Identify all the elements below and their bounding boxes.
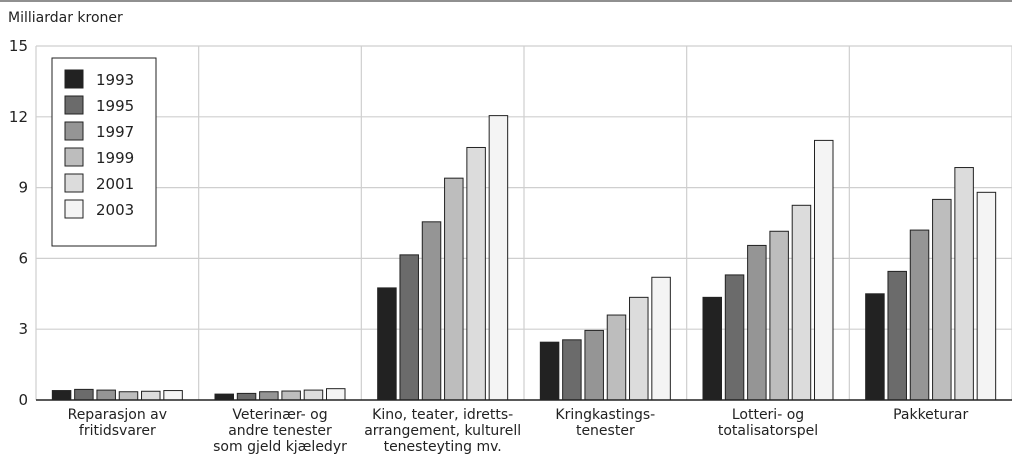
bar: [887, 270, 907, 401]
y-tick-label: 3: [18, 320, 28, 338]
category-label: som gjeld kjæledyr: [213, 439, 347, 455]
legend-swatch: [64, 147, 84, 167]
legend-label: 1995: [96, 97, 134, 115]
category-label: Lotteri- og: [732, 407, 804, 423]
bar: [326, 388, 346, 401]
bar: [444, 177, 464, 401]
bar: [651, 276, 671, 401]
bar: [74, 388, 94, 401]
bar: [118, 391, 139, 401]
category-label: tenesteyting mv.: [384, 439, 502, 455]
category-label: Kringkastings-: [555, 407, 655, 423]
category-label: fritidsvarer: [79, 423, 156, 439]
bar: [562, 339, 582, 401]
legend-label: 1997: [96, 123, 134, 141]
bar: [163, 390, 183, 401]
legend-label: 2003: [96, 201, 134, 219]
y-axis-label: Milliardar kroner: [8, 10, 123, 26]
category-label: Reparasjon av: [68, 407, 167, 423]
bar: [214, 393, 234, 401]
legend-swatch: [64, 121, 84, 141]
bar: [281, 390, 301, 401]
legend-swatch: [64, 69, 84, 89]
bar: [976, 191, 997, 401]
bar: [606, 314, 627, 401]
legend-swatch: [64, 95, 84, 115]
y-tick-label: 9: [18, 179, 28, 197]
bar: [702, 296, 722, 401]
bar: [865, 293, 885, 401]
bar: [399, 254, 419, 401]
bar: [303, 389, 324, 401]
bar: [747, 244, 767, 401]
category-label: andre tenester: [228, 423, 332, 439]
category-label: Kino, teater, idretts-: [372, 407, 513, 423]
bar: [539, 341, 560, 401]
legend-swatch: [64, 173, 84, 193]
legend: 1993 1995 1997 1999 2001 2003: [51, 57, 157, 247]
bar: [421, 221, 442, 401]
category-label: totalisatorspel: [718, 423, 818, 439]
y-tick-label: 6: [18, 249, 28, 267]
legend-swatch: [64, 199, 84, 219]
bar: [466, 146, 486, 401]
bar: [96, 389, 116, 401]
y-tick-label: 15: [9, 37, 28, 55]
bar: [236, 392, 257, 401]
category-label: arrangement, kulturell: [364, 423, 521, 439]
bar: [932, 198, 952, 401]
bar: [259, 391, 279, 401]
category-label: tenester: [576, 423, 635, 439]
y-axis-ticks: 0 3 6 9 12 15: [9, 37, 28, 409]
bar: [584, 329, 604, 401]
bar: [909, 229, 930, 401]
category-label: Pakketurar: [893, 407, 968, 423]
bar: [141, 390, 161, 401]
bar: [814, 139, 834, 401]
y-tick-label: 0: [18, 391, 28, 409]
bar: [377, 287, 397, 401]
bars: [51, 115, 997, 401]
category-label: Veterinær- og: [232, 407, 327, 423]
bar: [791, 204, 812, 401]
grid: [35, 45, 1012, 400]
bar: [724, 274, 745, 401]
bar: [488, 115, 509, 401]
bar: [51, 390, 72, 401]
bar: [769, 230, 789, 401]
legend-label: 1999: [96, 149, 134, 167]
y-tick-label: 12: [9, 108, 28, 126]
bar: [954, 167, 974, 401]
legend-label: 2001: [96, 175, 134, 193]
bar: [629, 296, 649, 401]
legend-label: 1993: [96, 71, 134, 89]
